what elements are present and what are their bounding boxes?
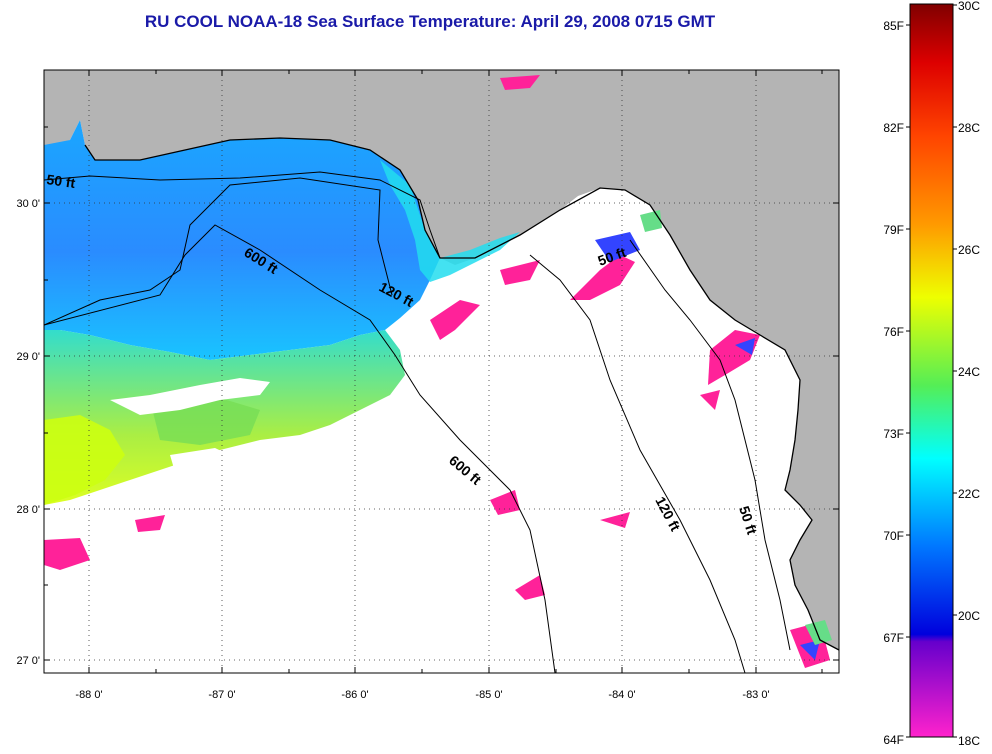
colorbar-f-label: 85F: [883, 19, 904, 33]
colorbar-c-label: 24C: [958, 365, 980, 379]
yellow-patch: [44, 415, 125, 505]
contour-600ft: [44, 224, 556, 673]
colorbar-f-label: 76F: [883, 325, 904, 339]
contour-50ft-west: [44, 171, 441, 259]
axis-ticks: [44, 70, 839, 673]
lat-label-30: 30 0': [16, 198, 40, 210]
colorbar-f-label: 82F: [883, 121, 904, 135]
colorbar-c-label: 22C: [958, 487, 980, 501]
colorbar-f-label: 64F: [883, 733, 904, 747]
lon-label-85: -85 0': [475, 689, 502, 701]
colorbar-f-label: 79F: [883, 223, 904, 237]
lon-label-86: -86 0': [341, 689, 368, 701]
lon-label-88: -88 0': [75, 689, 102, 701]
map-title: RU COOL NOAA-18 Sea Surface Temperature:…: [144, 12, 716, 31]
land-area: [44, 70, 839, 650]
cloud-gap: [170, 448, 240, 475]
colorbar-c-label: 26C: [958, 243, 980, 257]
colorbar-f-label: 67F: [883, 631, 904, 645]
colorbar-f-label: 70F: [883, 529, 904, 543]
depth-contours: [44, 137, 839, 673]
lat-label-29: 29 0': [16, 351, 40, 363]
lon-label-87: -87 0': [208, 689, 235, 701]
cloud-gap: [110, 378, 270, 415]
contour-120ft-east: [529, 254, 746, 673]
colorbar-c-label: 20C: [958, 609, 980, 623]
blue-patches: [595, 232, 820, 660]
coastal-cyan-band: [380, 160, 520, 282]
colorbar-ticks: [906, 4, 957, 738]
color-bar: [909, 3, 954, 738]
contour-120ft-west: [44, 177, 393, 326]
map-frame: [43, 69, 840, 674]
contour-label: 50 ft: [46, 171, 77, 191]
colorbar-c-label: 30C: [958, 0, 980, 13]
lat-label-28: 28 0': [16, 504, 40, 516]
lat-label-27: 27 0': [16, 655, 40, 667]
coastline: [84, 137, 839, 651]
colorbar-c-label: 28C: [958, 121, 980, 135]
colorbar-c-label: 18C: [958, 734, 980, 748]
graticule: [44, 70, 839, 673]
lon-label-84: -84 0': [608, 689, 635, 701]
lon-label-83: -83 0': [742, 689, 769, 701]
colorbar-f-label: 73F: [883, 427, 904, 441]
contour-50ft-east: [629, 239, 791, 651]
